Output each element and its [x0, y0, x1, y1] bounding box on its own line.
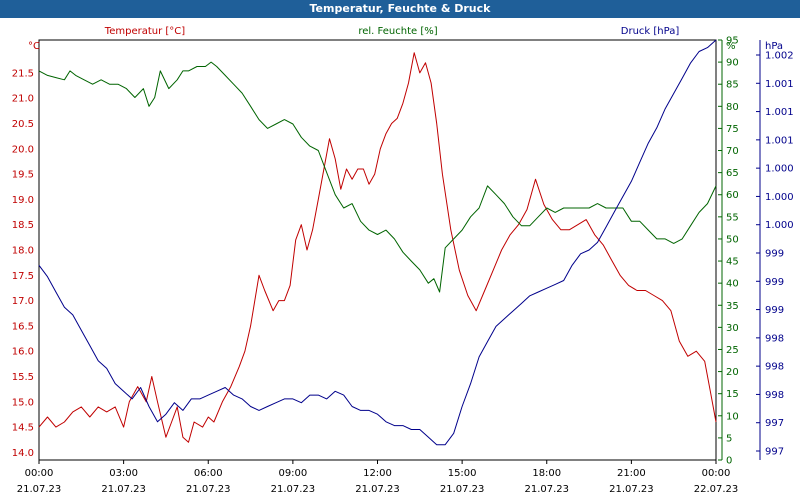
humidity-tick-label: 65 — [726, 168, 739, 179]
pressure-tick-label: 997 — [765, 447, 784, 458]
axis-labels: 00:00 21.07.23 03:00 21.07.23 06:00 21.07.23 0… — [12, 26, 794, 495]
pressure-tick-label: 1.001 — [765, 107, 794, 118]
temperature-tick-label: 16.5 — [12, 321, 34, 332]
temperature-axis-label: Temperatur [°C] — [104, 26, 185, 37]
pressure-tick-label: 999 — [765, 249, 784, 260]
x-tick-time: 00:00 — [25, 468, 54, 479]
pressure-axis-label: Druck [hPa] — [621, 26, 680, 37]
pressure-tick-label: 998 — [765, 362, 784, 373]
humidity-tick-label: 20 — [726, 367, 739, 378]
humidity-tick-label: 30 — [726, 323, 739, 334]
humidity-tick-label: 45 — [726, 257, 739, 268]
humidity-tick-label: 40 — [726, 279, 739, 290]
x-tick-date: 21.07.23 — [101, 484, 146, 495]
humidity-tick-label: 50 — [726, 234, 739, 245]
series-line-humidity — [38, 61, 717, 293]
x-tick-time: 21:00 — [617, 468, 646, 479]
pressure-tick-label: 1.001 — [765, 135, 794, 146]
temperature-tick-label: 19.5 — [12, 170, 34, 181]
pressure-tick-label: 1.000 — [765, 220, 794, 231]
x-tick-date: 21.07.23 — [17, 484, 62, 495]
axes — [38, 39, 761, 464]
temperature-tick-label: 20.0 — [12, 144, 34, 155]
x-tick-date: 21.07.23 — [609, 484, 654, 495]
humidity-tick-label: 35 — [726, 301, 739, 312]
humidity-tick-label: 90 — [726, 58, 739, 69]
x-tick-time: 15:00 — [448, 468, 477, 479]
pressure-tick-label: 1.000 — [765, 164, 794, 175]
temperature-tick-label: 15.0 — [12, 397, 34, 408]
humidity-tick-label: 70 — [726, 146, 739, 157]
humidity-tick-label: 0 — [726, 456, 732, 467]
temperature-tick-label: 15.5 — [12, 372, 34, 383]
humidity-tick-label: 5 — [726, 433, 732, 444]
temperature-tick-label: 18.0 — [12, 246, 34, 257]
x-tick-date: 21.07.23 — [355, 484, 400, 495]
humidity-tick-label: 60 — [726, 190, 739, 201]
pressure-tick-label: 999 — [765, 305, 784, 316]
temperature-tick-label: 19.0 — [12, 195, 34, 206]
humidity-tick-label: 75 — [726, 124, 739, 135]
x-tick-time: 12:00 — [363, 468, 392, 479]
plot-frame — [38, 39, 717, 461]
temperature-tick-label: 20.5 — [12, 119, 34, 130]
series-line-temperature — [38, 52, 717, 443]
x-tick-date: 21.07.23 — [186, 484, 231, 495]
pressure-tick-label: 1.001 — [765, 79, 794, 90]
humidity-axis-label: rel. Feuchte [%] — [358, 26, 437, 37]
pressure-tick-label: 997 — [765, 418, 784, 429]
pressure-tick-label: 999 — [765, 277, 784, 288]
humidity-tick-label: 85 — [726, 80, 739, 91]
x-tick-date: 21.07.23 — [271, 484, 316, 495]
pressure-unit: hPa — [765, 41, 783, 52]
humidity-unit: % — [726, 41, 736, 52]
temperature-tick-label: 18.5 — [12, 220, 34, 231]
temperature-tick-label: 14.5 — [12, 423, 34, 434]
temperature-tick-label: 21.5 — [12, 68, 34, 79]
chart-title: Temperatur, Feuchte & Druck — [0, 0, 800, 18]
climate-chart: 00:00 21.07.23 03:00 21.07.23 06:00 21.07.23 0… — [12, 26, 794, 495]
temperature-tick-label: 17.5 — [12, 271, 34, 282]
pressure-tick-label: 998 — [765, 390, 784, 401]
temperature-tick-label: 16.0 — [12, 347, 34, 358]
series-line-pressure — [38, 39, 717, 446]
humidity-tick-label: 25 — [726, 345, 739, 356]
humidity-tick-label: 10 — [726, 411, 739, 422]
humidity-tick-label: 15 — [726, 389, 739, 400]
temperature-unit: °C — [28, 41, 40, 52]
x-tick-date: 21.07.23 — [440, 484, 485, 495]
humidity-tick-label: 80 — [726, 102, 739, 113]
temperature-tick-label: 17.0 — [12, 296, 34, 307]
x-tick-time: 18:00 — [532, 468, 561, 479]
x-tick-time: 06:00 — [194, 468, 223, 479]
humidity-tick-label: 55 — [726, 212, 739, 223]
x-tick-date: 21.07.23 — [524, 484, 569, 495]
x-tick-time: 00:00 — [702, 468, 731, 479]
pressure-tick-label: 1.000 — [765, 192, 794, 203]
series-lines — [38, 39, 717, 446]
temperature-tick-label: 21.0 — [12, 94, 34, 105]
x-tick-date: 22.07.23 — [694, 484, 739, 495]
temperature-tick-label: 14.0 — [12, 448, 34, 459]
pressure-tick-label: 998 — [765, 333, 784, 344]
humidity-tick-label: 95 — [726, 36, 739, 47]
x-tick-time: 09:00 — [278, 468, 307, 479]
pressure-tick-label: 1.002 — [765, 51, 794, 62]
x-tick-time: 03:00 — [109, 468, 138, 479]
